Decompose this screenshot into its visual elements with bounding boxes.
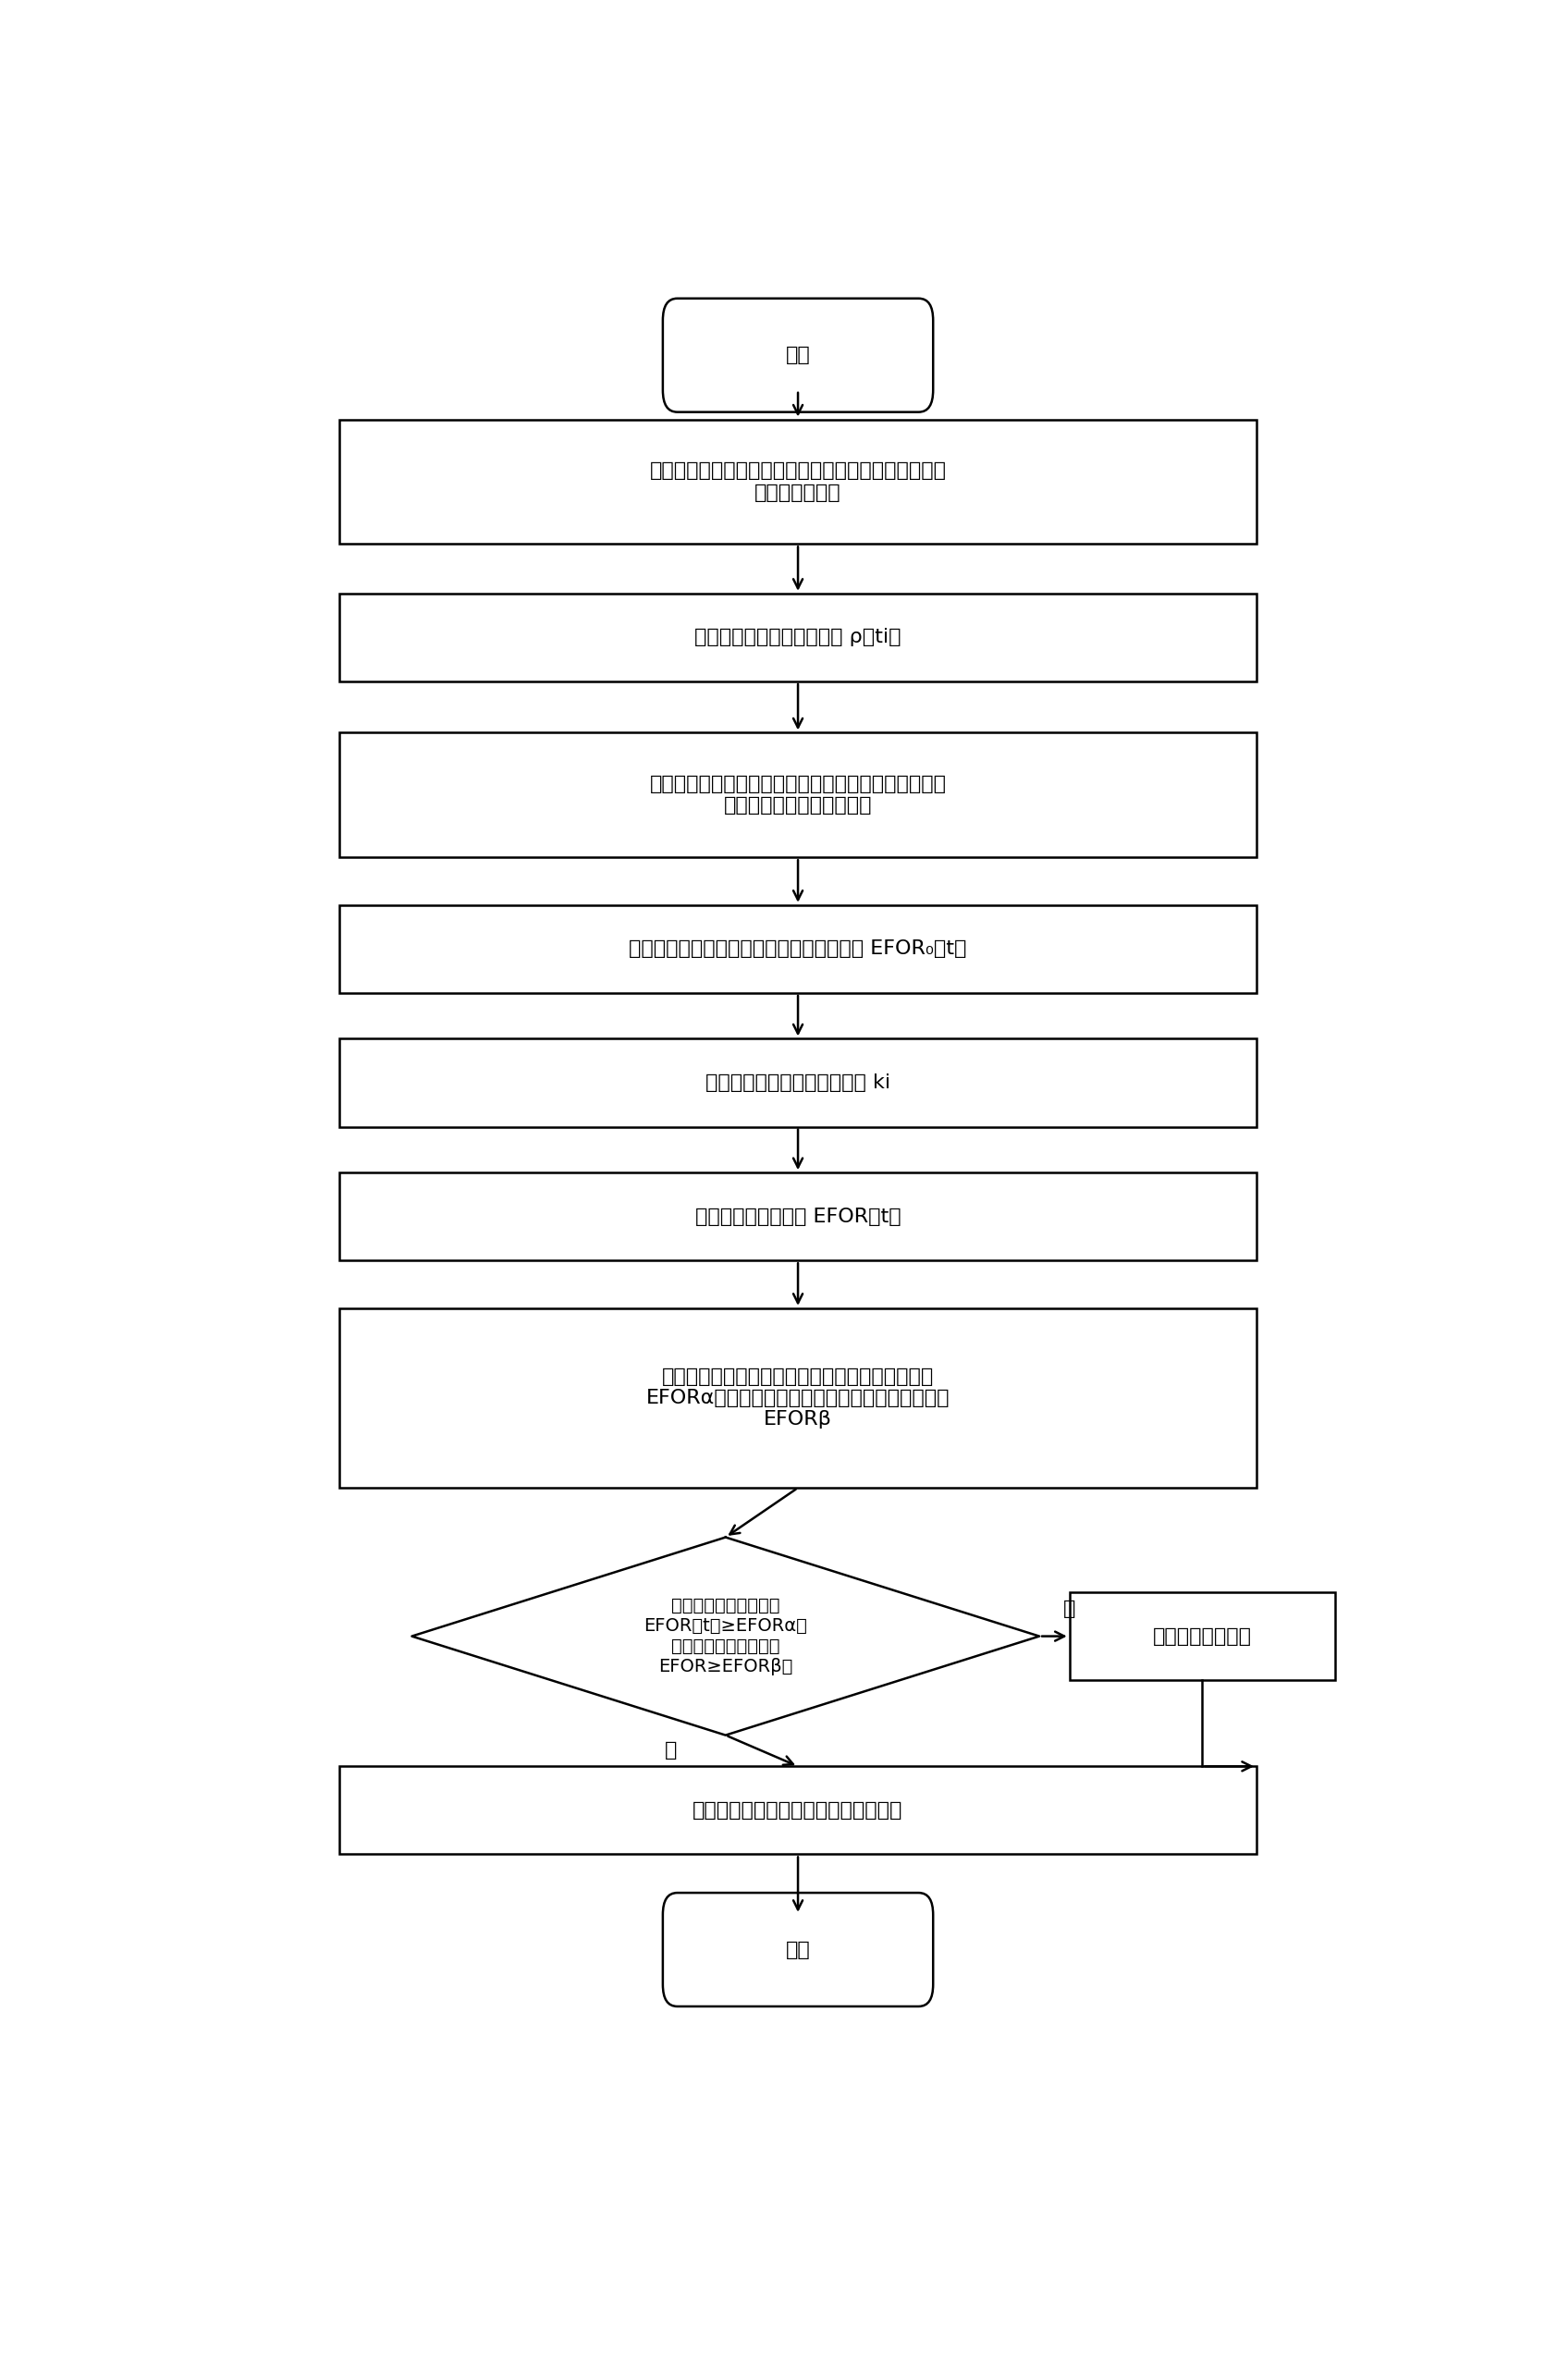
FancyBboxPatch shape xyxy=(339,1038,1256,1126)
Text: 确定计划检修类型的修正系数 ki: 确定计划检修类型的修正系数 ki xyxy=(705,1073,891,1092)
FancyBboxPatch shape xyxy=(339,1173,1256,1261)
FancyBboxPatch shape xyxy=(339,733,1256,857)
Text: 打印等效强迫停运率的预测和评价结果: 打印等效强迫停运率的预测和评价结果 xyxy=(693,1802,903,1821)
Text: 结束: 结束 xyxy=(786,1940,810,1959)
FancyBboxPatch shape xyxy=(339,419,1256,545)
FancyBboxPatch shape xyxy=(339,904,1256,992)
Text: 是: 是 xyxy=(665,1742,677,1761)
Text: 开始: 开始 xyxy=(786,345,810,364)
Text: 调整计划检修类型: 调整计划检修类型 xyxy=(1152,1628,1252,1645)
FancyBboxPatch shape xyxy=(339,1309,1256,1488)
Text: 计算不考虑计划检修影响的等效强迫停运率 EFOR₀（t）: 计算不考虑计划检修影响的等效强迫停运率 EFOR₀（t） xyxy=(629,940,967,959)
FancyBboxPatch shape xyxy=(339,1766,1256,1854)
Text: 计算等效强迫停运率 EFOR（t）: 计算等效强迫停运率 EFOR（t） xyxy=(694,1207,902,1226)
Text: 输入同型号机组等效强迫停运率的历史数据和本台机组
的计划检修类型: 输入同型号机组等效强迫停运率的历史数据和本台机组 的计划检修类型 xyxy=(649,462,947,502)
Text: 确定无计划大修年份的等效强迫停运率考核基础值
EFORα和有计划大修年份等效强迫停运考核基础值
EFORβ: 确定无计划大修年份的等效强迫停运率考核基础值 EFORα和有计划大修年份等效强迫… xyxy=(646,1366,950,1428)
FancyBboxPatch shape xyxy=(1070,1592,1334,1680)
FancyBboxPatch shape xyxy=(663,298,933,412)
Text: 对于无计划大修年份：
EFOR（t）≥EFORα？
对于有计划大修年份：
EFOR≥EFORβ？: 对于无计划大修年份： EFOR（t）≥EFORα？ 对于有计划大修年份： EFO… xyxy=(643,1597,808,1676)
FancyBboxPatch shape xyxy=(663,1892,933,2006)
FancyBboxPatch shape xyxy=(339,593,1256,681)
Text: 否: 否 xyxy=(1063,1599,1076,1618)
Text: 计算等效强迫停运检修系数 ρ（ti）: 计算等效强迫停运检修系数 ρ（ti） xyxy=(694,628,902,647)
Text: 采用非线性回归技术和最小二乘法确定等效强迫停运检
修系数计算模型的待定参数: 采用非线性回归技术和最小二乘法确定等效强迫停运检 修系数计算模型的待定参数 xyxy=(649,776,947,814)
